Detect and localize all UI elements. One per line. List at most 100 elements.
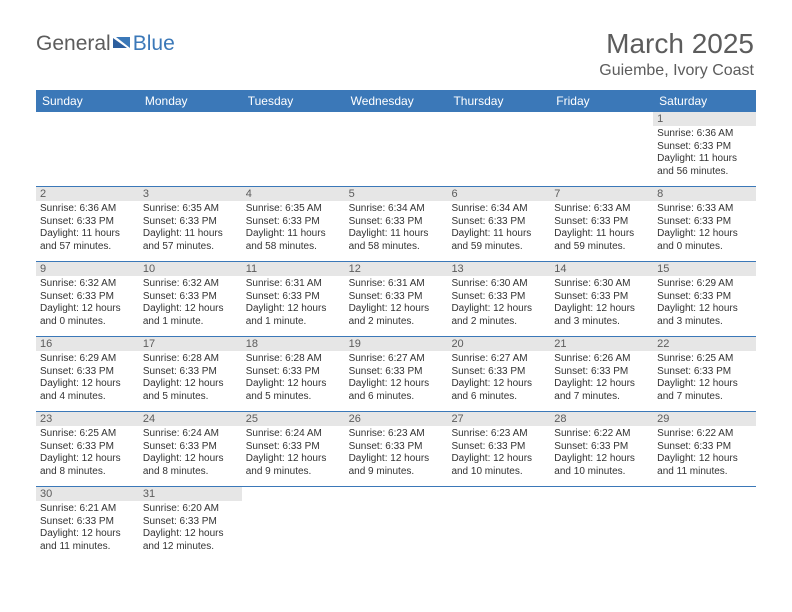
- day-header: Saturday: [653, 90, 756, 112]
- day-line-sr: Sunrise: 6:25 AM: [40, 428, 135, 441]
- day-line-d1: Daylight: 12 hours: [143, 378, 238, 391]
- day-line-d1: Daylight: 12 hours: [451, 378, 546, 391]
- day-line-ss: Sunset: 6:33 PM: [349, 441, 444, 454]
- day-cell: 31Sunrise: 6:20 AMSunset: 6:33 PMDayligh…: [139, 487, 242, 561]
- day-header: Friday: [550, 90, 653, 112]
- day-number: 23: [36, 412, 139, 426]
- day-number: 6: [447, 187, 550, 201]
- day-line-sr: Sunrise: 6:28 AM: [246, 353, 341, 366]
- day-content: Sunrise: 6:31 AMSunset: 6:33 PMDaylight:…: [242, 276, 345, 330]
- day-line-d2: and 3 minutes.: [554, 316, 649, 329]
- day-line-ss: Sunset: 6:33 PM: [657, 216, 752, 229]
- day-number: 9: [36, 262, 139, 276]
- day-line-d1: Daylight: 12 hours: [451, 453, 546, 466]
- location-label: Guiembe, Ivory Coast: [599, 62, 754, 80]
- day-line-ss: Sunset: 6:33 PM: [40, 366, 135, 379]
- day-number: 2: [36, 187, 139, 201]
- day-number: 28: [550, 412, 653, 426]
- day-line-ss: Sunset: 6:33 PM: [554, 291, 649, 304]
- day-line-ss: Sunset: 6:33 PM: [40, 291, 135, 304]
- day-line-ss: Sunset: 6:33 PM: [143, 516, 238, 529]
- day-cell: 13Sunrise: 6:30 AMSunset: 6:33 PMDayligh…: [447, 262, 550, 336]
- day-content: Sunrise: 6:26 AMSunset: 6:33 PMDaylight:…: [550, 351, 653, 405]
- day-content: Sunrise: 6:28 AMSunset: 6:33 PMDaylight:…: [139, 351, 242, 405]
- day-line-sr: Sunrise: 6:31 AM: [349, 278, 444, 291]
- day-content: Sunrise: 6:28 AMSunset: 6:33 PMDaylight:…: [242, 351, 345, 405]
- logo: General Blue: [36, 32, 175, 56]
- day-cell: 18Sunrise: 6:28 AMSunset: 6:33 PMDayligh…: [242, 337, 345, 411]
- day-cell: 26Sunrise: 6:23 AMSunset: 6:33 PMDayligh…: [345, 412, 448, 486]
- day-line-d2: and 8 minutes.: [143, 466, 238, 479]
- day-line-d2: and 7 minutes.: [657, 391, 752, 404]
- week-row: 1Sunrise: 6:36 AMSunset: 6:33 PMDaylight…: [36, 112, 756, 187]
- day-line-d2: and 1 minute.: [143, 316, 238, 329]
- day-cell: 24Sunrise: 6:24 AMSunset: 6:33 PMDayligh…: [139, 412, 242, 486]
- day-line-sr: Sunrise: 6:20 AM: [143, 503, 238, 516]
- day-number: 15: [653, 262, 756, 276]
- day-number: 29: [653, 412, 756, 426]
- day-number: 31: [139, 487, 242, 501]
- day-content: Sunrise: 6:24 AMSunset: 6:33 PMDaylight:…: [242, 426, 345, 480]
- day-line-ss: Sunset: 6:33 PM: [451, 441, 546, 454]
- empty-cell: [447, 112, 550, 186]
- day-line-ss: Sunset: 6:33 PM: [143, 441, 238, 454]
- day-cell: 30Sunrise: 6:21 AMSunset: 6:33 PMDayligh…: [36, 487, 139, 561]
- day-line-d1: Daylight: 12 hours: [246, 303, 341, 316]
- day-line-d2: and 3 minutes.: [657, 316, 752, 329]
- day-number: 25: [242, 412, 345, 426]
- day-cell: 28Sunrise: 6:22 AMSunset: 6:33 PMDayligh…: [550, 412, 653, 486]
- day-line-sr: Sunrise: 6:31 AM: [246, 278, 341, 291]
- logo-text-general: General: [36, 32, 111, 56]
- day-line-d2: and 7 minutes.: [554, 391, 649, 404]
- day-cell: 23Sunrise: 6:25 AMSunset: 6:33 PMDayligh…: [36, 412, 139, 486]
- day-line-d1: Daylight: 12 hours: [246, 453, 341, 466]
- day-cell: 20Sunrise: 6:27 AMSunset: 6:33 PMDayligh…: [447, 337, 550, 411]
- day-cell: 7Sunrise: 6:33 AMSunset: 6:33 PMDaylight…: [550, 187, 653, 261]
- day-header: Tuesday: [242, 90, 345, 112]
- day-cell: 3Sunrise: 6:35 AMSunset: 6:33 PMDaylight…: [139, 187, 242, 261]
- day-line-ss: Sunset: 6:33 PM: [554, 366, 649, 379]
- day-content: Sunrise: 6:33 AMSunset: 6:33 PMDaylight:…: [550, 201, 653, 255]
- day-cell: 11Sunrise: 6:31 AMSunset: 6:33 PMDayligh…: [242, 262, 345, 336]
- day-cell: 14Sunrise: 6:30 AMSunset: 6:33 PMDayligh…: [550, 262, 653, 336]
- day-line-ss: Sunset: 6:33 PM: [40, 516, 135, 529]
- day-line-sr: Sunrise: 6:36 AM: [657, 128, 752, 141]
- day-line-d1: Daylight: 11 hours: [657, 153, 752, 166]
- day-line-d2: and 2 minutes.: [349, 316, 444, 329]
- empty-cell: [242, 112, 345, 186]
- day-content: Sunrise: 6:36 AMSunset: 6:33 PMDaylight:…: [36, 201, 139, 255]
- day-content: Sunrise: 6:36 AMSunset: 6:33 PMDaylight:…: [653, 126, 756, 180]
- day-line-ss: Sunset: 6:33 PM: [451, 366, 546, 379]
- day-number: 27: [447, 412, 550, 426]
- day-line-d2: and 0 minutes.: [40, 316, 135, 329]
- day-line-d2: and 59 minutes.: [554, 241, 649, 254]
- day-cell: 21Sunrise: 6:26 AMSunset: 6:33 PMDayligh…: [550, 337, 653, 411]
- day-line-d1: Daylight: 12 hours: [349, 303, 444, 316]
- day-line-ss: Sunset: 6:33 PM: [143, 216, 238, 229]
- day-line-sr: Sunrise: 6:30 AM: [554, 278, 649, 291]
- empty-cell: [139, 112, 242, 186]
- day-line-sr: Sunrise: 6:26 AM: [554, 353, 649, 366]
- day-header: Sunday: [36, 90, 139, 112]
- day-line-d1: Daylight: 12 hours: [451, 303, 546, 316]
- day-line-d1: Daylight: 12 hours: [40, 453, 135, 466]
- day-content: Sunrise: 6:34 AMSunset: 6:33 PMDaylight:…: [447, 201, 550, 255]
- day-line-sr: Sunrise: 6:29 AM: [657, 278, 752, 291]
- day-number: 7: [550, 187, 653, 201]
- day-content: Sunrise: 6:30 AMSunset: 6:33 PMDaylight:…: [550, 276, 653, 330]
- day-line-d1: Daylight: 12 hours: [657, 228, 752, 241]
- day-number: 12: [345, 262, 448, 276]
- day-header: Wednesday: [345, 90, 448, 112]
- day-cell: 29Sunrise: 6:22 AMSunset: 6:33 PMDayligh…: [653, 412, 756, 486]
- day-line-d2: and 5 minutes.: [143, 391, 238, 404]
- day-line-sr: Sunrise: 6:33 AM: [554, 203, 649, 216]
- day-line-d1: Daylight: 11 hours: [143, 228, 238, 241]
- day-line-d1: Daylight: 12 hours: [657, 453, 752, 466]
- day-header: Thursday: [447, 90, 550, 112]
- day-line-ss: Sunset: 6:33 PM: [246, 291, 341, 304]
- day-line-ss: Sunset: 6:33 PM: [246, 366, 341, 379]
- day-line-d1: Daylight: 12 hours: [40, 303, 135, 316]
- day-cell: 16Sunrise: 6:29 AMSunset: 6:33 PMDayligh…: [36, 337, 139, 411]
- day-line-d2: and 11 minutes.: [40, 541, 135, 554]
- day-content: Sunrise: 6:27 AMSunset: 6:33 PMDaylight:…: [345, 351, 448, 405]
